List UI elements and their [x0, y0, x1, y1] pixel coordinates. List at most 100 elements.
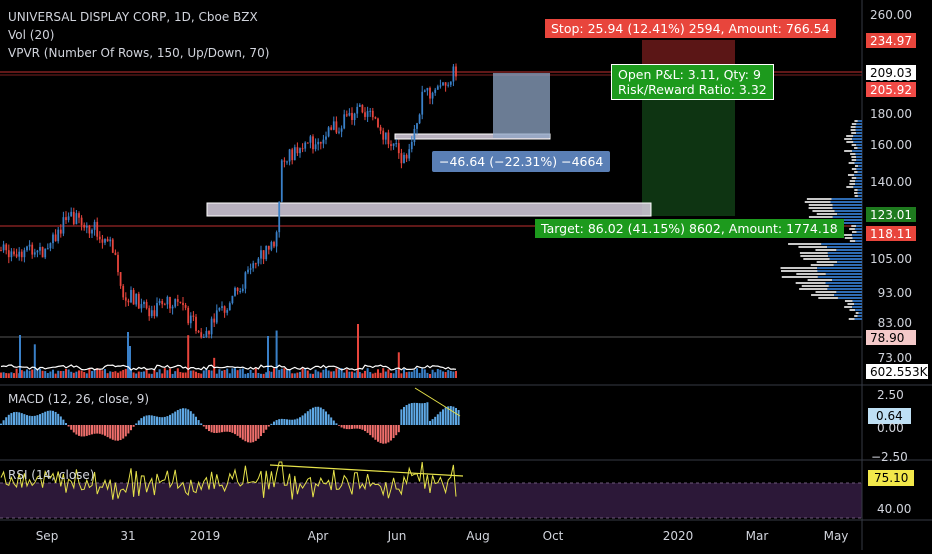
- macd-bar: [223, 425, 226, 432]
- macd-bar: [283, 419, 286, 425]
- volume-bar: [436, 368, 439, 378]
- candle-body: [239, 291, 242, 293]
- candle-body: [408, 149, 411, 159]
- candle-body: [418, 114, 421, 124]
- vpvr-bar-up: [836, 249, 862, 251]
- vpvr-bar-up: [825, 273, 862, 275]
- macd-bar: [182, 408, 184, 425]
- price-badge-text: 205.92: [870, 83, 912, 97]
- macd-bar: [80, 425, 83, 437]
- vpvr-bar-up: [837, 213, 862, 215]
- macd-bar: [418, 403, 421, 425]
- volume-bar: [358, 371, 361, 378]
- vpvr-bar-down: [812, 210, 835, 212]
- candle-body: [93, 221, 96, 230]
- vpvr-bar-down: [808, 204, 833, 206]
- candle-body: [327, 127, 330, 137]
- macd-bar: [93, 425, 96, 434]
- macd-bar: [371, 425, 374, 438]
- vpvr-bar-down: [846, 186, 854, 188]
- volume-bar: [241, 368, 244, 378]
- volume-bar: [275, 330, 278, 378]
- price-badges: 234.97 209.03 205.92 123.01 118.11 78.90 602.5…: [866, 33, 929, 379]
- candle-body: [382, 130, 385, 140]
- vpvr-bar-down: [854, 192, 858, 194]
- macd-bar: [52, 410, 54, 425]
- volume-bar: [286, 370, 288, 378]
- volume-bar: [325, 368, 327, 378]
- vpvr-bar-down: [844, 300, 853, 302]
- macd-value-badge: 0.64: [868, 408, 911, 424]
- candle-body: [366, 111, 369, 117]
- macd-bar: [314, 406, 317, 425]
- candle-body: [46, 248, 49, 250]
- vpvr-bar-up: [830, 201, 862, 203]
- candle-body: [257, 258, 260, 264]
- vpvr-bar-down: [796, 273, 826, 275]
- macd-trendline[interactable]: [414, 387, 461, 417]
- volume-bar: [49, 371, 52, 378]
- support-zone[interactable]: [206, 202, 652, 217]
- candle-body: [348, 112, 351, 116]
- macd-bar: [231, 425, 234, 433]
- macd-bar: [322, 409, 325, 425]
- candle-body: [62, 217, 65, 234]
- volume-bar: [54, 373, 57, 378]
- vpvr-bar-up: [857, 189, 862, 191]
- candle-body: [332, 121, 335, 130]
- volume-bar: [236, 370, 239, 378]
- volume-bar: [41, 370, 44, 378]
- volume-bar: [98, 369, 101, 378]
- candle-body: [70, 211, 73, 217]
- macd-bar: [260, 425, 262, 437]
- macd-bar: [400, 409, 403, 425]
- volume-bar: [101, 370, 104, 378]
- macd-bar: [273, 421, 275, 425]
- y-axis-tick: 140.00: [870, 175, 912, 189]
- macd-bar: [49, 410, 52, 425]
- macd-bar: [205, 425, 208, 430]
- volume-bar: [392, 373, 395, 378]
- macd-bar: [434, 416, 437, 425]
- macd-bar: [395, 425, 398, 436]
- vpvr-bar-down: [854, 171, 858, 173]
- volume-bar: [387, 369, 390, 378]
- candle-body: [15, 254, 18, 257]
- candle-body: [416, 123, 418, 129]
- volume-bar: [312, 373, 314, 378]
- volume-layer: [0, 324, 457, 378]
- vpvr-bar-up: [856, 177, 862, 179]
- candle-body: [361, 104, 364, 113]
- macd-tick-zero: 0.00: [877, 421, 904, 435]
- candle-body: [262, 250, 265, 260]
- measure-box[interactable]: [493, 73, 550, 138]
- price-badge-text: 118.11: [870, 227, 912, 241]
- macd-bar: [403, 406, 405, 425]
- volume-bar: [182, 372, 184, 378]
- volume-bar: [158, 369, 161, 378]
- candle-body: [114, 252, 117, 255]
- macd-bar: [299, 417, 301, 425]
- candle-body: [322, 139, 325, 144]
- macd-bar: [41, 412, 44, 425]
- candle-body: [283, 160, 286, 162]
- candle-body: [439, 85, 442, 87]
- macd-bar: [0, 423, 2, 425]
- candle-body: [343, 114, 346, 129]
- vpvr-bar-up: [829, 258, 862, 260]
- candle-body: [28, 244, 31, 247]
- macd-bar: [291, 419, 294, 425]
- macd-bar: [158, 417, 161, 425]
- vpvr-bar-up: [828, 285, 862, 287]
- candle-body: [101, 239, 104, 243]
- volume-bar: [202, 370, 205, 378]
- rsi-trendline[interactable]: [269, 464, 464, 477]
- macd-bar: [98, 425, 101, 434]
- volume-bar: [124, 368, 127, 378]
- vpvr-bar-up: [852, 237, 862, 239]
- macd-bar: [423, 402, 426, 425]
- macd-bar: [140, 418, 143, 425]
- candle-body: [455, 66, 457, 77]
